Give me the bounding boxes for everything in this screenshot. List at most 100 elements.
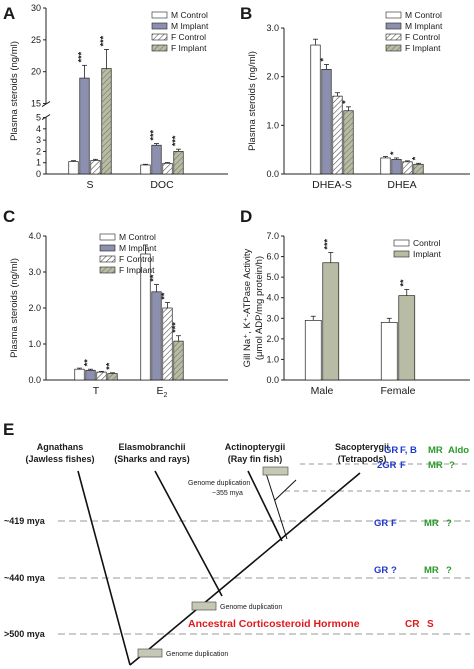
receptor-row-4: GR ? MR ? [374,565,452,576]
bar [321,69,332,175]
bar [79,77,90,175]
y-tick-label: 1.0 [266,354,279,364]
y-tick-label: 1 [36,158,41,168]
legend-swatch [151,33,168,41]
y-tick-label: 1.0 [28,339,41,349]
y-axis-label: Plasma steroids (ng/ml) [9,258,20,358]
cr-label: CR [405,619,420,630]
bar [151,291,162,381]
x-category-label: S [86,179,93,191]
mya-label-500: >500 mya [4,629,46,639]
y-tick-label: 6.0 [266,252,279,262]
gr-label: GR [384,445,398,456]
panel-letter-c: C [3,207,15,226]
legend-label: F Control [119,254,154,264]
genome-duplication-box-3 [137,648,163,658]
taxon-sacopterygii-common: (Tetrapods) [338,454,387,464]
significance-stars: ** [149,274,159,282]
y-tick-label: 2.0 [266,334,279,344]
y-tick-label: 2 [36,146,41,156]
bar [101,68,112,175]
bar [310,44,321,175]
bar [74,368,85,381]
mr-label: MR [424,518,439,529]
y-tick-label: 2.0 [28,303,41,313]
branch-actinopterygii [247,470,283,542]
taxon-agnathans: Agnathans [37,442,84,452]
bar [304,319,322,381]
significance-stars: * [411,156,421,160]
mr-ligand-label: ? [446,565,452,576]
legend-swatch [151,44,168,52]
taxon-elasmobranchii: Elasmobranchii [118,442,185,452]
legend-label: F Implant [171,43,207,53]
x-category-label: T [93,385,100,397]
y-tick-label: 7.0 [266,231,279,241]
significance-stars: *** [171,135,181,146]
taxon-actinopterygii-common: (Ray fin fish) [228,454,283,464]
bar [96,371,107,381]
legend-label: F Control [405,32,440,42]
mya-label-440: ~440 mya [4,573,46,583]
gr-ligand-label: F [400,460,406,471]
y-tick-label: 3.0 [266,23,279,33]
x-category-label: DOC [150,179,174,191]
bar [151,144,162,175]
y-tick-label: 1.0 [266,120,279,130]
cr-ligand-label: S [427,619,434,630]
genome-duplication-box-1 [262,466,289,476]
y-tick-label: 5.0 [266,272,279,282]
gr-ligand-label: F [391,518,397,529]
bar [413,163,424,175]
chart-panel-b: 0.0 1.0 2.0 3.0 Plasma steroids (ng/ml) * * DHE… [247,10,470,191]
genome-duplication-label-2: Genome duplication [220,604,282,611]
branch-actinopterygii-inner [264,469,288,540]
legend-swatch [151,22,168,30]
significance-stars: *** [149,130,159,141]
y-tick-label: 4 [36,124,41,134]
mya-label-419: ~419 mya [4,516,46,526]
mr-label: MR [424,565,439,576]
legend-label: F Implant [119,265,155,275]
significance-stars: * [319,58,329,62]
y-tick-label: 0.0 [266,169,279,179]
legend-label: F Control [171,32,206,42]
y-tick-label: 3.0 [28,267,41,277]
panel-letter-b: B [240,4,252,23]
phylogeny-diagram: Agnathans (Jawless fishes) Elasmobranchi… [4,442,470,666]
chart-panel-d: 0.0 1.0 2.0 3.0 4.0 5.0 6.0 7.0 Gill Na⁺, K⁺-ATP… [242,231,470,397]
significance-stars: ** [160,292,170,300]
y-tick-label: 30 [31,3,41,13]
y-axis-label: Gill Na⁺, K⁺-ATPase Activity [242,248,253,367]
significance-stars: *** [171,322,181,333]
bar [322,262,340,381]
mr-ligand-label: Aldo [448,445,469,456]
taxon-elasmobranchii-common: (Sharks and rays) [114,454,190,464]
gr-label: GR [374,565,388,576]
mr-label: MR [428,445,443,456]
legend-swatch [151,11,168,19]
branch-elasmobranchii [154,470,223,597]
x-category-label: DHEA-S [312,179,352,191]
legend-label: F Implant [405,43,441,53]
genome-duplication-date: ~355 mya [212,490,243,497]
bar [380,322,398,381]
panel-letter-d: D [240,207,252,226]
y-axis-label: (μmol ADP/mg protein/h) [254,256,265,360]
legend-swatch [385,22,402,30]
bar [68,161,79,175]
significance-stars: ** [105,362,115,370]
legend-label: M Implant [405,21,443,31]
y-tick-label: 25 [31,35,41,45]
bar [173,151,184,175]
mr-label: MR [428,460,443,471]
bar [402,161,413,175]
x-category-label: DHEA [387,179,416,191]
gr-label: 2GR [377,460,397,471]
bar [85,369,96,381]
y-tick-label: 3.0 [266,313,279,323]
receptor-row-2: 2GR F MR ? [377,460,455,471]
receptor-row-3: GR F MR ? [374,518,452,529]
gr-ligand-label: F, B [400,445,417,456]
